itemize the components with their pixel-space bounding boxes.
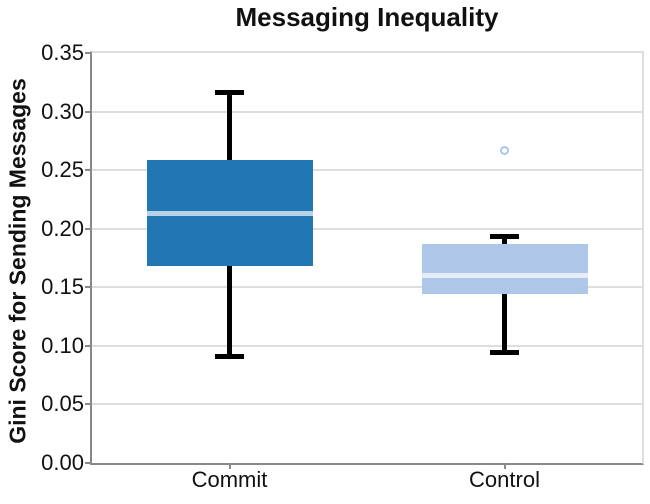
y-tick-label: 0.30 [41,98,84,124]
chart-title: Messaging Inequality [235,2,499,32]
y-tick-mark [85,52,92,54]
gridline [92,344,642,347]
x-tick-mark [228,463,231,469]
box-control [421,243,588,295]
y-tick-label: 0.05 [41,391,84,417]
whisker-lower-control [502,294,507,353]
whisker-cap-lower-commit [215,353,244,359]
whisker-upper-commit [227,92,232,160]
gridline [92,227,642,230]
y-tick-label: 0.20 [41,215,84,241]
gridline [92,286,642,289]
y-tick-label: 0.00 [41,450,84,475]
whisker-cap-upper-control [490,234,519,240]
whisker-cap-upper-commit [215,90,244,96]
median-line-control [421,273,588,279]
median-line-commit [146,210,313,216]
gridline [92,403,642,406]
y-tick-mark [85,169,92,172]
y-tick-label: 0.10 [41,332,84,358]
y-tick-label: 0.25 [41,157,84,183]
y-tick-mark [85,462,92,464]
whisker-cap-lower-control [490,350,519,356]
x-tick-label-control: Control [469,467,540,492]
x-tick-mark [503,463,506,469]
plot-area [90,51,644,465]
x-tick-label-commit: Commit [191,467,268,492]
y-tick-mark [85,286,92,289]
y-tick-mark [85,227,92,230]
y-tick-label: 0.15 [41,274,84,300]
y-tick-mark [85,110,92,113]
outlier-point-control [500,145,509,155]
whisker-upper-control [502,236,507,244]
y-axis-label: Gini Score for Sending Messages [4,78,31,444]
y-tick-mark [85,344,92,347]
y-tick-label: 0.35 [41,40,84,65]
whisker-lower-commit [227,266,232,357]
gridline [92,110,642,113]
gridline [92,169,642,172]
y-tick-mark [85,403,92,406]
